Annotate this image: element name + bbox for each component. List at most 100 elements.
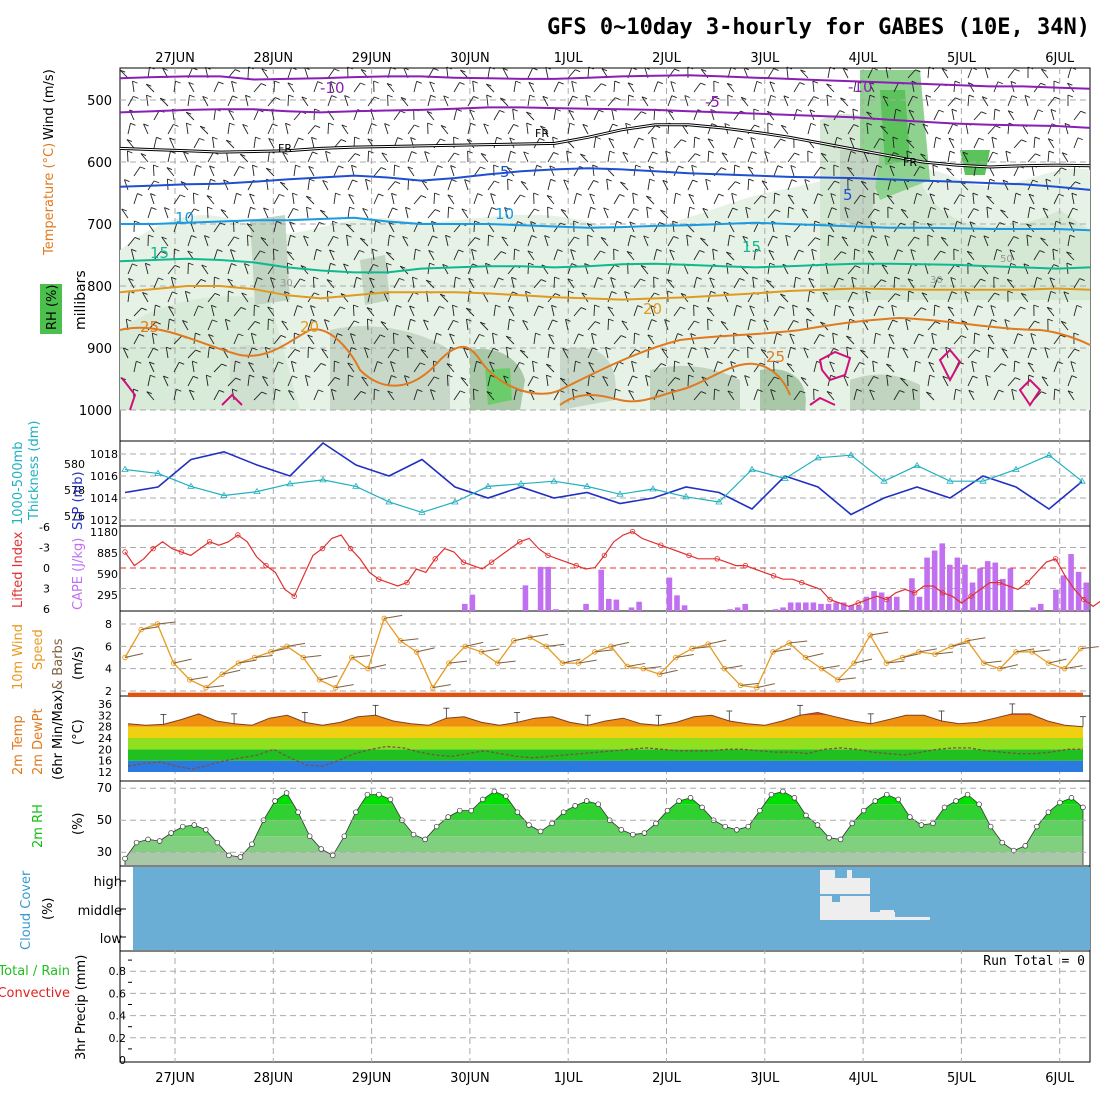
contour-30-d: [1018, 378, 1042, 407]
wind-barb: [1001, 348, 1009, 359]
wind-barb-flag: [859, 362, 865, 365]
wind-barb-flag: [708, 150, 714, 154]
wind-barb-flag: [766, 279, 772, 283]
wind-barb-flag: [386, 83, 393, 86]
rh-point: [1068, 795, 1075, 801]
wind-barb: [385, 251, 395, 261]
wind10m-panel: [120, 614, 1099, 692]
surface-wind-barb: [967, 637, 986, 642]
wind-barb-flag: [426, 279, 432, 283]
wind-barb-flag: [849, 318, 855, 322]
wind-barb-flag: [400, 265, 406, 269]
wind-barb: [780, 293, 789, 303]
wind-barb-flag: [982, 96, 988, 100]
wind-barb: [686, 235, 689, 247]
surface-wind-barb: [691, 646, 711, 650]
cape-bar: [1053, 589, 1059, 611]
wind-barb-flag: [806, 307, 812, 311]
wind-barb: [420, 349, 429, 359]
wind-barb-flag: [208, 334, 214, 337]
wind-barb: [640, 265, 649, 275]
wind-barb: [231, 81, 235, 93]
wind-barb-flag: [908, 290, 914, 294]
wind-barb-flag: [560, 222, 566, 226]
wind-barb: [568, 110, 575, 121]
wind-barb-flag: [527, 250, 534, 254]
wind-barb-flag: [354, 153, 361, 156]
wind-barb: [362, 208, 369, 219]
wind-barb: [128, 278, 135, 289]
wind-barb: [826, 95, 829, 107]
wind-barb: [366, 318, 369, 331]
wind-barb-flag: [133, 388, 139, 392]
wind-barb-flag: [493, 347, 499, 351]
wind-barb-flag: [926, 391, 932, 395]
wind-barb: [433, 192, 436, 205]
wind-barb-flag: [266, 167, 272, 171]
wind-barb: [953, 221, 958, 233]
date-label-top: 1JUL: [554, 51, 584, 66]
wind-barb: [931, 333, 935, 345]
wind-barb: [169, 137, 175, 149]
wind-barb: [827, 180, 835, 191]
wind-barb: [327, 236, 334, 247]
wind-barb-flag: [364, 347, 370, 351]
wind-barb-flag: [387, 94, 393, 98]
wind-barb-flag: [885, 66, 892, 70]
wind-barb-flag: [772, 235, 778, 239]
wind-barb: [1041, 68, 1049, 79]
contour-line: [119, 167, 1091, 191]
thickness-point: [583, 482, 591, 489]
wind-barb-flag: [709, 277, 715, 281]
wind-barb: [202, 96, 209, 107]
date-label-bottom: 5JUL: [947, 1071, 977, 1086]
wind-barb-flag: [1035, 153, 1041, 157]
wind-barb-flag: [785, 234, 791, 238]
wind-barb: [167, 319, 170, 331]
wind-barb-flag: [721, 152, 728, 156]
wind-barb: [469, 109, 475, 121]
surface-wind-barb: [432, 684, 451, 689]
surface-wind-barb: [918, 648, 937, 653]
surface-wind-barb: [205, 685, 225, 689]
wind-barb: [667, 95, 673, 107]
rh-shading: [120, 70, 1090, 410]
wind-barb-flag: [252, 347, 258, 351]
wind-barb-flag: [1060, 334, 1066, 338]
ylabel-cloud: Cloud Cover: [19, 870, 34, 950]
wind-barb-flag: [261, 391, 267, 395]
wind-barb-flag: [648, 165, 655, 169]
date-label-bottom: 1JUL: [554, 1071, 584, 1086]
wind-barb-flag: [614, 80, 620, 84]
wind-barb: [907, 290, 910, 303]
wind-barb: [1073, 305, 1078, 317]
wind-barb: [613, 80, 616, 93]
wind-barb: [673, 165, 680, 177]
li-point: [686, 552, 692, 559]
wind-barb-flag: [440, 125, 447, 128]
wind-barb-flag: [597, 277, 603, 281]
wind-barb: [941, 68, 949, 79]
wind-barb: [587, 347, 593, 359]
wind-barb: [407, 319, 411, 331]
rh-point: [699, 804, 705, 811]
rh-point: [445, 814, 451, 820]
ylabel-millibars: millibars: [73, 270, 89, 330]
cape-bar: [742, 603, 748, 611]
wind-barb-flag: [651, 136, 657, 140]
surface-wind-barb: [384, 614, 403, 619]
wind-barb: [843, 375, 849, 387]
cape-bar: [893, 596, 900, 611]
wind-barb: [122, 347, 129, 359]
wind-barb: [566, 151, 569, 163]
wind-barb: [913, 166, 921, 177]
wind-barb-flag: [132, 263, 138, 267]
cloud-gap: [835, 870, 847, 878]
li-point: [347, 545, 354, 552]
wind-barb: [353, 391, 362, 401]
wind-barb: [713, 221, 717, 233]
wind-barb: [643, 235, 649, 247]
wind-barb: [787, 152, 795, 163]
wind-barb-flag: [386, 251, 392, 255]
rh-point: [572, 803, 578, 809]
